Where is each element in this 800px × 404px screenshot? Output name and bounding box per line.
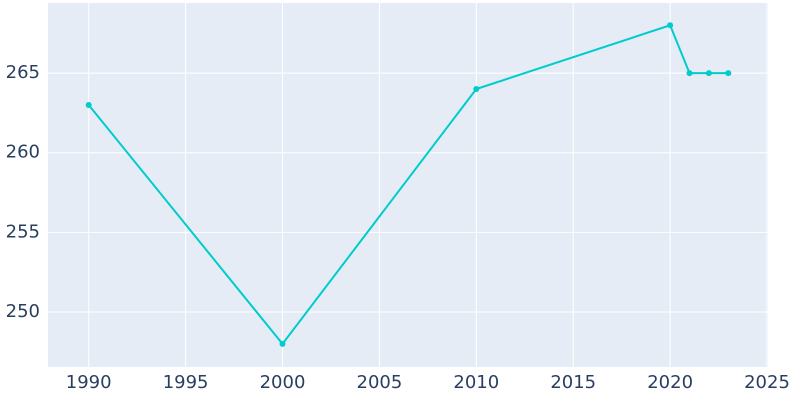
x-tick-label: 2020: [647, 372, 693, 393]
y-tick-label: 260: [6, 142, 40, 163]
data-point: [667, 22, 674, 29]
y-tick-label: 250: [6, 301, 40, 322]
x-tick-label: 2025: [744, 372, 790, 393]
x-tick-label: 2015: [550, 372, 596, 393]
x-tick-label: 1995: [163, 372, 209, 393]
data-point: [686, 70, 693, 77]
x-tick-label: 2005: [357, 372, 403, 393]
x-tick-label: 1990: [66, 372, 112, 393]
plot-area: [48, 3, 768, 367]
x-tick-label: 2000: [260, 372, 306, 393]
data-point: [725, 70, 732, 77]
data-point: [85, 101, 92, 108]
data-point: [473, 86, 480, 93]
data-point: [705, 70, 712, 77]
x-tick-label: 2010: [453, 372, 499, 393]
y-tick-label: 265: [6, 62, 40, 83]
data-point: [279, 340, 286, 347]
y-tick-label: 255: [6, 221, 40, 242]
